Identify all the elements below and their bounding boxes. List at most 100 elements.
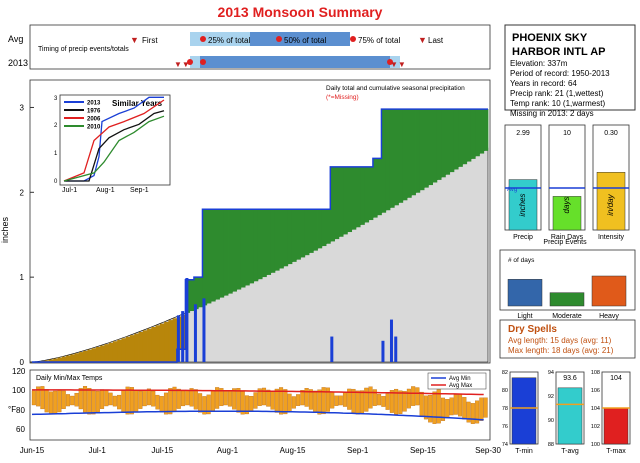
temp-chart: Daily Min/Max Temps Avg Min Avg Max 60 8… <box>8 367 501 455</box>
temp-range-bar <box>65 394 71 407</box>
deficit-segment <box>130 335 135 362</box>
legend-last: Last <box>428 36 444 45</box>
legend-p75: 75% of total <box>358 36 400 45</box>
surplus-segment <box>219 209 225 298</box>
temp-range-bar <box>308 389 313 410</box>
temp-xtick: Sep-1 <box>347 446 369 455</box>
temp-range-bar <box>470 403 475 424</box>
temp-range-bar <box>91 390 96 415</box>
temp-range-bar <box>355 390 360 415</box>
temp-range-bar <box>48 391 53 415</box>
deficit-segment <box>125 336 131 362</box>
temp-range-bar <box>466 401 471 423</box>
surplus-segment <box>372 158 378 218</box>
temp-range-bar <box>31 390 36 406</box>
sim-xtick-2: Sep-1 <box>130 187 149 194</box>
precip-chart: inches Daily total and cumulative season… <box>0 79 491 367</box>
deficit-segment <box>164 321 169 362</box>
legend-first: First <box>142 36 158 45</box>
p50-2013-icon <box>200 59 206 65</box>
surplus-segment <box>377 158 382 216</box>
temp-panel-ytick: 106 <box>591 388 600 394</box>
event-label-light: Light <box>517 313 532 320</box>
sim-legend-1976: 1976 <box>87 109 101 115</box>
surplus-segment <box>398 109 404 203</box>
surplus-segment <box>381 109 387 213</box>
station-line-4: Temp rank: 10 (1,warmest) <box>510 99 605 108</box>
last-2013-icon: ▼▼ <box>390 60 406 69</box>
station-line-0: Elevation: 337m <box>510 59 568 68</box>
temp-range-bar <box>168 388 173 415</box>
deficit-segment <box>108 342 114 362</box>
temp-range-bar <box>415 387 420 406</box>
temp-range-bar <box>125 386 130 415</box>
temp-range-bar <box>296 394 301 406</box>
timing-year-label: 2013 <box>8 58 28 68</box>
surplus-segment <box>458 109 463 167</box>
surplus-segment <box>270 209 276 273</box>
surplus-segment <box>287 209 293 265</box>
temp-range-bar <box>215 387 220 409</box>
temp-range-bar <box>219 388 224 407</box>
deficit-segment <box>74 353 80 362</box>
temp-range-bar <box>372 389 377 406</box>
temp-range-bar <box>411 386 416 406</box>
timing-avg-bar-inner <box>250 32 350 46</box>
deficit-segment <box>172 318 178 362</box>
deficit-segment <box>44 360 50 362</box>
daily-precip-bar <box>202 298 206 362</box>
temp-panel-ytick: 102 <box>591 424 600 430</box>
temp-panel-value: 104 <box>610 375 622 382</box>
surplus-segment <box>462 109 468 165</box>
station-info: PHOENIX SKY HARBOR INTL AP Elevation: 33… <box>504 24 636 118</box>
surplus-segment <box>189 279 195 312</box>
deficit-segment <box>83 350 88 362</box>
surplus-segment <box>206 209 212 304</box>
precip-panel-bar <box>596 172 626 231</box>
temp-panel-ytick: 78 <box>502 406 508 412</box>
precip-panel-label: Precip <box>513 234 533 241</box>
surplus-segment <box>428 109 433 186</box>
sim-series-2013 <box>64 96 164 182</box>
precip-panel-bar <box>552 196 582 231</box>
temp-range-bar <box>202 396 207 415</box>
legend-p50: 50% of total <box>284 36 326 45</box>
deficit-segment <box>142 330 148 362</box>
surplus-segment <box>228 209 233 294</box>
surplus-segment <box>385 109 391 211</box>
surplus-segment <box>424 109 429 188</box>
surplus-segment <box>411 109 416 196</box>
precip-panel-inner: inches <box>518 193 527 216</box>
p75-2013-icon <box>387 59 393 65</box>
surplus-segment <box>347 166 353 233</box>
temp-range-bar <box>432 391 437 424</box>
surplus-segment <box>368 166 374 221</box>
dry-spells-title: Dry Spells <box>508 324 557 335</box>
station-line-1: Period of record: 1950-2013 <box>510 69 610 78</box>
p75-marker-icon <box>350 36 356 42</box>
event-label-moderate: Moderate <box>552 313 582 320</box>
surplus-segment <box>202 209 208 306</box>
precip-ytick: 2 <box>20 188 25 197</box>
surplus-segment <box>355 166 361 228</box>
daily-precip-bar <box>394 336 398 362</box>
deficit-segment <box>104 344 110 362</box>
missing-note: (*=Missing) <box>326 94 359 101</box>
surplus-segment <box>274 209 280 271</box>
daily-precip-bar <box>185 278 189 362</box>
station-line-5: Missing in 2013: 2 days <box>510 109 594 118</box>
surplus-segment <box>317 209 323 249</box>
deficit-segment <box>159 323 165 362</box>
sim-ytick-2: 2 <box>54 123 58 129</box>
page-title: 2013 Monsoon Summary <box>218 4 383 20</box>
temp-range-bar <box>458 393 463 417</box>
temp-panel-ytick: 94 <box>548 370 554 376</box>
surplus-segment <box>389 109 395 208</box>
temp-unit: °F <box>8 405 16 414</box>
temp-range-bar <box>462 397 467 420</box>
precip-caption: Daily total and cumulative seasonal prec… <box>326 85 465 92</box>
temp-range-bar <box>402 391 407 412</box>
temp-range-bar <box>475 400 480 424</box>
temp-range-bar <box>151 390 156 407</box>
